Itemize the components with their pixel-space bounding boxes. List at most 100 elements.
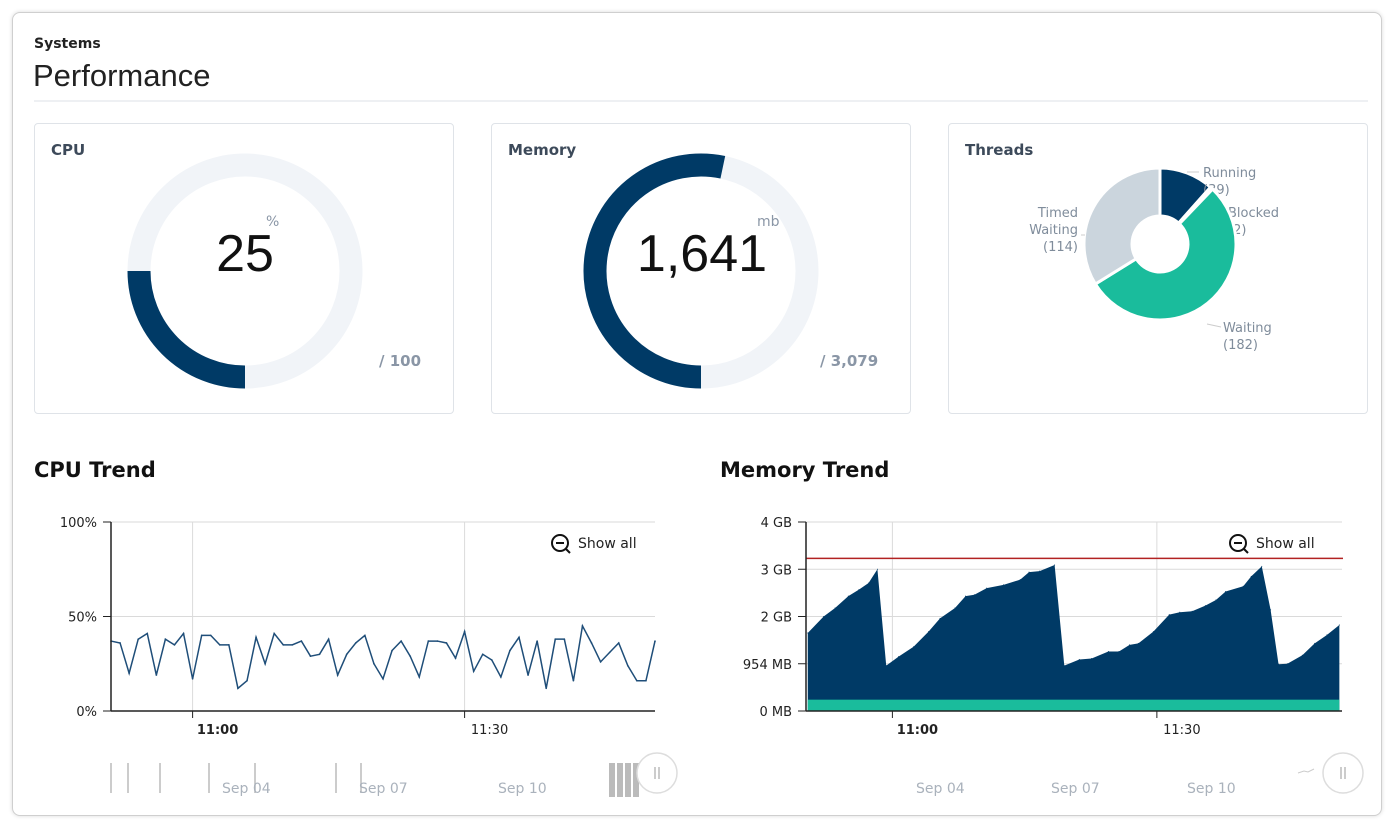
memory-data-point	[1019, 579, 1021, 581]
memory-data-point	[1338, 624, 1340, 626]
memory-data-point	[1054, 564, 1056, 566]
cpu-data-point	[336, 674, 339, 676]
cpu-data-point	[491, 659, 493, 661]
cpu-data-point	[345, 653, 348, 656]
navigator-date-label: Sep 10	[498, 781, 547, 797]
zoom-out-icon	[551, 534, 569, 552]
cpu-data-point	[173, 644, 176, 646]
memory-data-point	[965, 595, 967, 597]
cpu-gauge	[127, 153, 363, 389]
y-tick-label: 4 GB	[761, 516, 792, 531]
page-title: Performance	[33, 58, 211, 93]
cpu-data-point	[636, 679, 638, 682]
cpu-data-point	[545, 687, 547, 690]
memory-data-point	[847, 595, 849, 597]
cpu-data-point	[627, 664, 629, 667]
cpu-data-point	[554, 638, 557, 640]
y-tick-label: 2 GB	[761, 611, 792, 626]
memory-data-point	[823, 616, 825, 617]
cpu-data-point	[654, 640, 656, 642]
cpu-max: / 100	[379, 352, 422, 370]
cpu-data-point	[318, 653, 321, 656]
memory-data-point	[1215, 599, 1217, 601]
cpu-gauge-fill	[127, 270, 246, 389]
memory-baseline-area	[807, 699, 1340, 711]
memory-data-point	[913, 646, 915, 648]
pie-slice-timed-waiting[interactable]	[1082, 166, 1162, 287]
memory-data-point	[1152, 631, 1154, 633]
show-all-button[interactable]: Show all	[551, 534, 637, 554]
cpu-data-point	[164, 638, 167, 640]
cpu-data-point	[327, 638, 330, 640]
show-all-button[interactable]: Show all	[1229, 534, 1315, 554]
cpu-data-point	[237, 687, 239, 690]
navigator-date-label: Sep 07	[359, 781, 408, 797]
cpu-data-point	[191, 678, 194, 680]
memory-data-point	[1118, 650, 1120, 652]
cpu-data-point	[182, 632, 185, 635]
memory-data-point	[1091, 658, 1093, 660]
pie-slice-waiting[interactable]	[1093, 187, 1238, 322]
memory-gauge-fill	[583, 153, 726, 389]
cpu-data-point	[608, 651, 611, 654]
memory-data-point	[807, 632, 809, 634]
memory-data-point	[1137, 642, 1139, 644]
memory-data-point	[1063, 665, 1065, 667]
cpu-data-point	[228, 644, 230, 646]
navigator-date-label: Sep 07	[1051, 781, 1100, 797]
memory-data-point	[1261, 565, 1263, 567]
cpu-data-point	[518, 636, 520, 639]
breadcrumb[interactable]: Systems	[34, 36, 101, 52]
x-tick-label: 11:30	[471, 723, 508, 738]
cpu-data-point	[137, 638, 139, 640]
memory-data-point	[834, 607, 836, 609]
cpu-data-point	[200, 634, 203, 637]
navigator-date-label: Sep 10	[1187, 781, 1236, 797]
pie-label: Timed Waiting (114)	[1029, 206, 1078, 255]
navigator-handle-circle[interactable]	[636, 752, 678, 794]
cpu-trend-title: CPU Trend	[34, 458, 156, 482]
cpu-data-point	[590, 642, 593, 644]
memory-data-point	[1179, 611, 1181, 613]
memory-data-point	[876, 568, 878, 570]
show-all-label: Show all	[1256, 536, 1315, 552]
cpu-data-point	[246, 679, 248, 682]
x-tick-label: 11:30	[1163, 723, 1200, 738]
cpu-data-point	[146, 632, 149, 635]
cpu-data-point	[599, 661, 602, 663]
navigator-handle[interactable]	[636, 752, 678, 794]
cpu-data-point	[536, 640, 538, 642]
cpu-data-point	[572, 679, 575, 682]
cpu-data-point	[128, 672, 130, 674]
memory-data-point	[1078, 658, 1080, 660]
cpu-data-point	[391, 649, 393, 652]
memory-max: / 3,079	[820, 352, 879, 370]
cpu-data-point	[509, 649, 511, 652]
navigator-handle[interactable]	[1322, 752, 1364, 794]
cpu-card: CPU 25 % / 100	[34, 123, 454, 414]
memory-data-point	[1326, 634, 1328, 636]
navigator-date-label: Sep 04	[916, 781, 965, 797]
cpu-value: 25	[216, 225, 274, 283]
memory-data-point	[986, 587, 988, 589]
threads-card-title: Threads	[965, 141, 1034, 159]
pie-label-connector	[1206, 323, 1222, 328]
cpu-data-point	[309, 655, 312, 657]
cpu-data-point	[382, 678, 384, 680]
memory-data-point	[1225, 590, 1227, 592]
memory-trend-chart: 0 MB 954 MB 2 GB 3 GB 4 GB 11:00 11:30 Show all…	[743, 516, 1364, 797]
memory-data-point	[1039, 570, 1041, 572]
cpu-trend-chart: 0% 50% 100% 11:00 11:30 Show all Sep 04 Sep 07 S…	[60, 516, 678, 797]
memory-data-point	[1129, 644, 1131, 646]
cpu-data-point	[155, 674, 158, 676]
show-all-label: Show all	[578, 536, 637, 552]
navigator-handle-circle[interactable]	[1322, 752, 1364, 794]
cpu-data-point	[527, 674, 529, 676]
zoom-out-icon	[1229, 534, 1247, 552]
memory-data-point	[1107, 650, 1109, 652]
memory-data-point	[885, 665, 887, 667]
threads-donut-chart: Running (39)Blocked (2)Waiting (182)Timed Wa…	[1029, 166, 1279, 353]
memory-data-point	[1204, 605, 1206, 607]
cpu-data-point	[273, 632, 275, 635]
cpu-data-point	[418, 676, 421, 678]
